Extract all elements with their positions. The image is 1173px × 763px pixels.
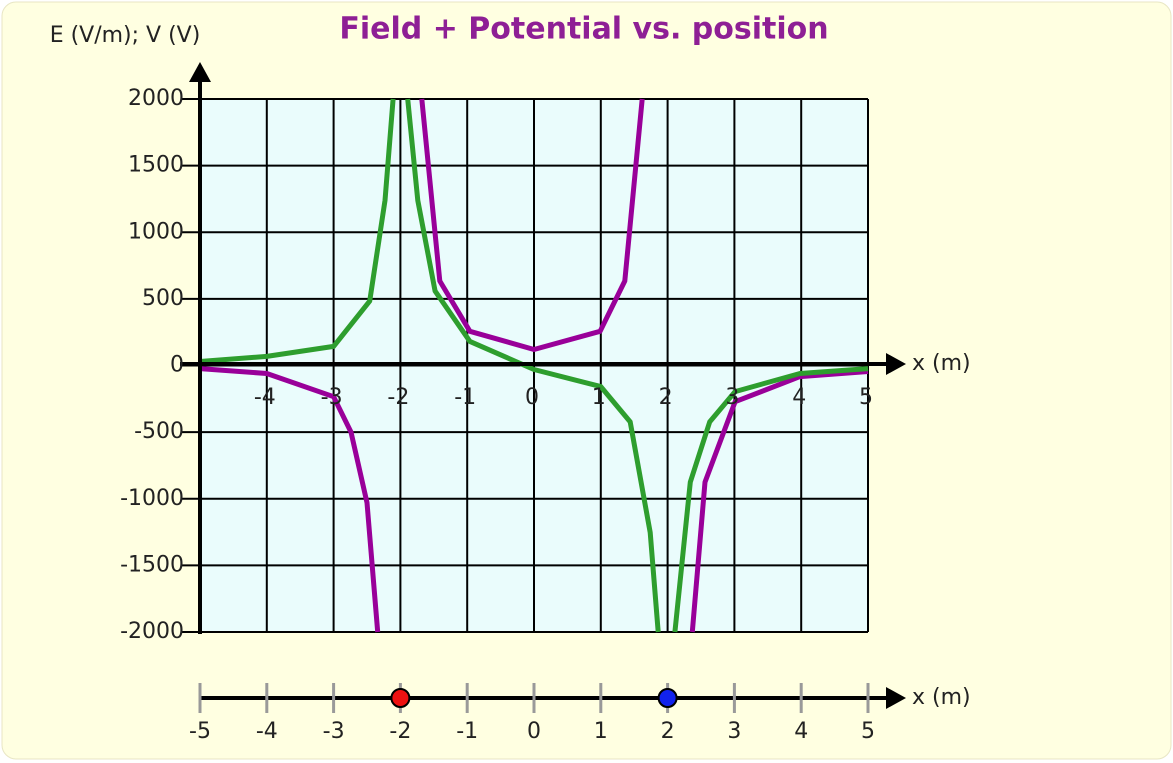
number-line-tick-label: -4 bbox=[256, 719, 278, 744]
charge bbox=[657, 688, 678, 708]
y-tick-label: -2000 bbox=[120, 619, 184, 644]
y-tick-label: 2000 bbox=[128, 86, 184, 111]
x-tick-label: -2 bbox=[387, 385, 409, 410]
y-tick-label: -1000 bbox=[120, 486, 184, 511]
curve bbox=[199, 98, 869, 633]
number-line-tick-label: 3 bbox=[727, 719, 741, 744]
x-tick-label: 0 bbox=[525, 385, 539, 410]
x-axis-arrow bbox=[886, 353, 906, 375]
x-tick-label: 3 bbox=[725, 385, 739, 410]
chart-title: Field + Potential vs. position bbox=[339, 12, 828, 47]
y-axis-arrow bbox=[189, 62, 211, 82]
x-tick-label: -3 bbox=[321, 385, 343, 410]
y-tick-label: 1500 bbox=[128, 153, 184, 178]
x-tick-label: 5 bbox=[859, 385, 873, 410]
y-tick-label: -1500 bbox=[120, 552, 184, 577]
curves bbox=[199, 98, 869, 633]
y-axis-label: E (V/m); V (V) bbox=[50, 23, 201, 48]
number-line-tick-label: 5 bbox=[861, 719, 875, 744]
y-tick-label: 1000 bbox=[128, 219, 184, 244]
number-line-tick-label: 0 bbox=[527, 719, 541, 744]
number-line-tick-label: -2 bbox=[389, 719, 411, 744]
number-line-label: x (m) bbox=[912, 685, 971, 710]
x-tick-label: -1 bbox=[454, 385, 476, 410]
number-line-tick-label: 2 bbox=[661, 719, 675, 744]
charge bbox=[390, 688, 411, 708]
y-tick-label: -500 bbox=[134, 419, 184, 444]
y-tick-label: 500 bbox=[142, 286, 184, 311]
number-line-tick-label: -5 bbox=[189, 719, 211, 744]
x-tick-label: 4 bbox=[792, 385, 806, 410]
number-line-tick-label: 4 bbox=[794, 719, 808, 744]
x-tick-label: 2 bbox=[659, 385, 673, 410]
x-axis-label: x (m) bbox=[912, 351, 971, 376]
number-line-tick-label: -1 bbox=[456, 719, 478, 744]
y-tick-label: 0 bbox=[170, 353, 184, 378]
axes bbox=[180, 62, 906, 709]
number-line-arrow bbox=[886, 687, 906, 709]
curve bbox=[199, 98, 869, 633]
number-line-tick-label: 1 bbox=[594, 719, 608, 744]
number-line-tick-label: -3 bbox=[323, 719, 345, 744]
x-tick-label: 1 bbox=[592, 385, 606, 410]
x-tick-label: -4 bbox=[254, 385, 276, 410]
